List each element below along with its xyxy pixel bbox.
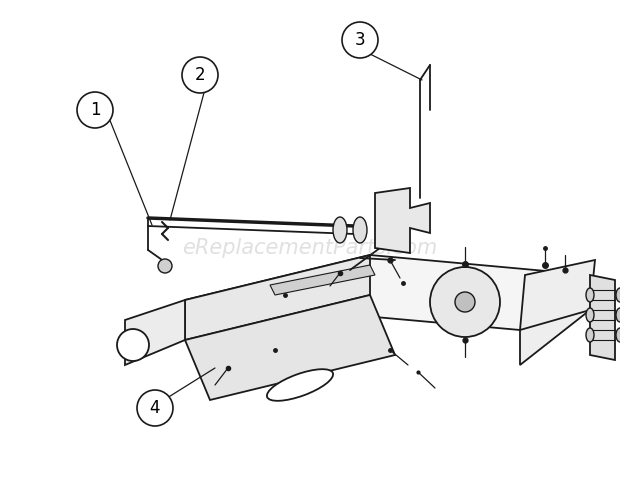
Polygon shape <box>520 275 590 365</box>
Circle shape <box>455 292 475 312</box>
Ellipse shape <box>586 328 594 342</box>
Text: 1: 1 <box>90 101 100 119</box>
Ellipse shape <box>616 308 620 322</box>
Ellipse shape <box>616 288 620 302</box>
Polygon shape <box>520 260 595 330</box>
Circle shape <box>117 329 149 361</box>
Ellipse shape <box>333 217 347 243</box>
Polygon shape <box>270 265 375 295</box>
Circle shape <box>158 259 172 273</box>
Polygon shape <box>185 255 370 340</box>
Text: 4: 4 <box>150 399 160 417</box>
Ellipse shape <box>267 369 333 401</box>
Text: eReplacementParts.com: eReplacementParts.com <box>182 238 438 258</box>
Ellipse shape <box>586 308 594 322</box>
Text: 3: 3 <box>355 31 365 49</box>
Ellipse shape <box>616 328 620 342</box>
Text: 2: 2 <box>195 66 205 84</box>
Circle shape <box>137 390 173 426</box>
Circle shape <box>182 57 218 93</box>
Circle shape <box>77 92 113 128</box>
Polygon shape <box>375 188 430 253</box>
Polygon shape <box>185 295 395 400</box>
Polygon shape <box>125 300 185 365</box>
Circle shape <box>430 267 500 337</box>
Circle shape <box>342 22 378 58</box>
Polygon shape <box>590 275 615 360</box>
Ellipse shape <box>586 288 594 302</box>
Ellipse shape <box>353 217 367 243</box>
Polygon shape <box>185 255 590 330</box>
